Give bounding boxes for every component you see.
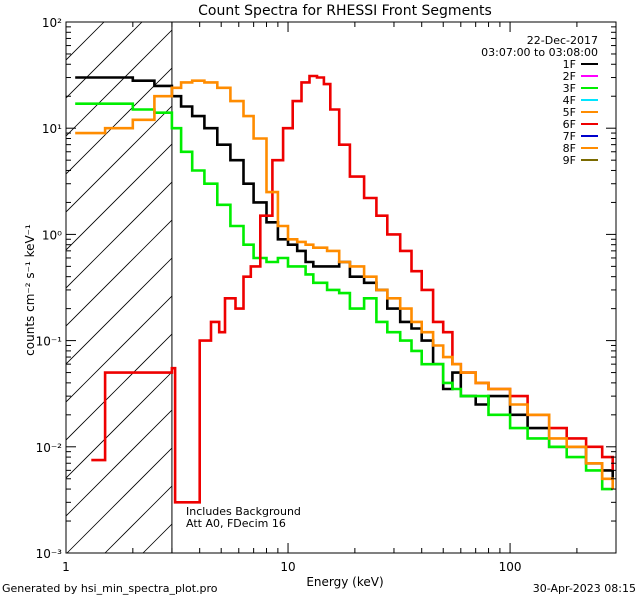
y-axis: 10⁻³ 10⁻² 10⁻¹ 10⁰ 10¹ 10² xyxy=(36,16,616,561)
hatch-line xyxy=(66,22,257,213)
plot-frame xyxy=(65,21,617,554)
legend-label: 9F xyxy=(563,154,576,167)
legend-label: 3F xyxy=(563,82,576,95)
series-1F xyxy=(75,76,614,479)
hatch-mask xyxy=(171,22,616,553)
legend-label: 5F xyxy=(563,106,576,119)
annotation-line-2: Att A0, FDecim 16 xyxy=(186,517,286,530)
series-group xyxy=(75,74,614,504)
annotation-line-1: Includes Background xyxy=(186,505,301,518)
hatched-region xyxy=(66,22,616,553)
hatch-line xyxy=(66,22,105,61)
chart-title: Count Spectra for RHESSI Front Segments xyxy=(198,3,492,19)
legend-label: 8F xyxy=(563,142,576,155)
series-3F xyxy=(75,102,613,491)
x-tick-label: 1 xyxy=(62,560,70,574)
y-tick-label: 10⁻¹ xyxy=(36,335,63,349)
x-axis: 1 10 100 xyxy=(62,22,617,574)
time-range-label: 03:07:00 to 03:08:00 xyxy=(481,46,598,59)
x-tick-label: 100 xyxy=(499,560,522,574)
y-tick-label: 10⁻² xyxy=(36,441,63,455)
hatch-line xyxy=(66,22,219,175)
y-tick-label: 10¹ xyxy=(42,122,62,136)
legend-label: 6F xyxy=(563,118,576,131)
footer-generated-by: Generated by hsi_min_spectra_plot.pro xyxy=(2,582,218,595)
y-tick-label: 10⁻³ xyxy=(36,547,63,561)
series-8F xyxy=(75,79,614,490)
y-tick-label: 10² xyxy=(42,16,62,30)
y-axis-label: counts cm⁻² s⁻¹ keV⁻¹ xyxy=(23,224,37,356)
legend-label: 1F xyxy=(563,58,576,71)
legend-label: 7F xyxy=(563,130,576,143)
y-tick-label: 10⁰ xyxy=(42,228,62,242)
hatch-line xyxy=(66,22,181,137)
x-axis-label: Energy (keV) xyxy=(306,575,383,589)
legend-label: 2F xyxy=(563,70,576,83)
x-tick-label: 10 xyxy=(280,560,295,574)
footer-timestamp: 30-Apr-2023 08:15 xyxy=(532,582,636,595)
legend-label: 4F xyxy=(563,94,576,107)
date-label: 22-Dec-2017 xyxy=(527,34,598,47)
